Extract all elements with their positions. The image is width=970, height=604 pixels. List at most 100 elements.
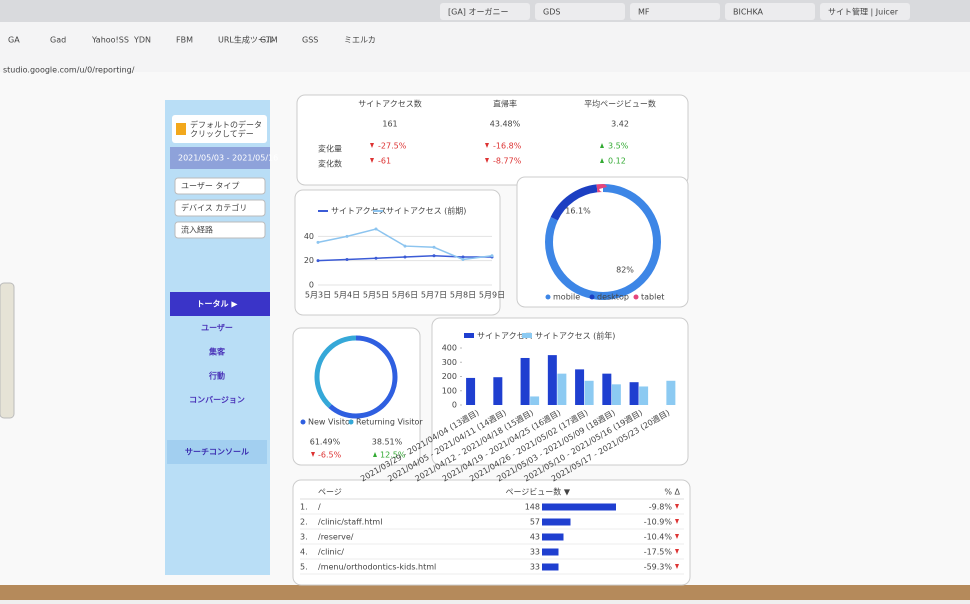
y-tick-label: 20 — [304, 256, 314, 265]
y-tick-label: 400 — [442, 344, 457, 353]
change: -10.9% — [644, 518, 673, 527]
nav-item[interactable]: ユーザー — [201, 324, 233, 333]
donut-segment — [545, 184, 661, 300]
data-source-icon — [176, 123, 186, 135]
legend-dot — [348, 419, 354, 425]
bar — [611, 384, 621, 405]
tab[interactable] — [440, 3, 530, 20]
filter-dropdown[interactable] — [174, 199, 266, 217]
tab[interactable] — [535, 3, 625, 20]
nav-active — [170, 292, 270, 316]
change: -9.8% — [649, 503, 673, 512]
point — [461, 255, 465, 259]
filter-dropdown[interactable] — [174, 177, 266, 195]
bookmark[interactable]: Yahoo!SS — [91, 36, 129, 45]
bar — [520, 357, 530, 405]
y-tick-label: 0 — [309, 281, 314, 290]
bar — [557, 373, 567, 405]
legend-swatch — [464, 333, 474, 338]
point — [461, 257, 465, 261]
change-arrow — [600, 158, 604, 163]
legend-dot — [300, 419, 306, 425]
score-value: 161 — [382, 120, 397, 129]
score-delta: -8.77% — [493, 157, 522, 166]
bar — [493, 377, 503, 405]
visitor-card — [292, 327, 421, 466]
pageview-bar — [542, 503, 616, 511]
nav-item[interactable]: 集客 — [208, 347, 226, 357]
legend-label: サイトアクセス (前年) — [535, 331, 615, 341]
legend-label: New Visitor — [308, 418, 354, 427]
device-card — [516, 176, 689, 308]
pageview-bar — [542, 563, 559, 571]
point — [490, 254, 494, 258]
pie-label: 16.1% — [565, 207, 591, 216]
score-value: 43.48% — [490, 120, 521, 129]
point — [403, 255, 407, 259]
filter-label[interactable]: ユーザー タイプ — [181, 182, 239, 191]
line-card — [294, 189, 501, 316]
tab[interactable] — [630, 3, 720, 20]
y-tick-label: 0 — [452, 401, 457, 410]
change-arrow — [373, 452, 377, 457]
row-index: 5. — [300, 563, 308, 572]
filter-label[interactable]: 流入経路 — [181, 225, 213, 235]
score-change: -16.8% — [493, 142, 522, 151]
tab-title[interactable]: MF — [638, 8, 650, 17]
filter-label[interactable]: デバイス カテゴリ — [181, 203, 247, 213]
page-path: /reserve/ — [318, 533, 354, 542]
bookmark[interactable]: GA — [8, 36, 20, 45]
legend-label: サイトアクセス (前期) — [386, 206, 466, 216]
visitor-value: 61.49% — [310, 438, 341, 447]
tab-title[interactable]: [GA] オーガニー — [448, 7, 508, 17]
tab[interactable] — [820, 3, 910, 20]
bar — [575, 369, 585, 405]
point — [316, 259, 320, 263]
nav-item[interactable]: コンバージョン — [189, 396, 245, 405]
visitor-change: 12.5% — [380, 451, 406, 460]
tab-title[interactable]: サイト管理 | Juicer — [828, 7, 899, 17]
data-source-line: クリックしてデー — [190, 129, 254, 139]
x-tick-label: 5月9日 — [479, 291, 505, 300]
tab[interactable] — [725, 3, 815, 20]
bookmark[interactable]: GTM — [260, 36, 278, 45]
legend-label: tablet — [641, 293, 664, 302]
pageview-bar — [542, 518, 571, 526]
bookmark[interactable]: YDN — [133, 36, 151, 45]
change-arrow — [370, 143, 374, 148]
bookmark[interactable]: Gad — [50, 36, 66, 45]
change-arrow — [485, 158, 489, 163]
point — [374, 256, 378, 260]
legend-dot — [633, 294, 639, 300]
nav-item[interactable]: トータル ▶ — [197, 299, 239, 309]
page-path: /clinic/staff.html — [318, 518, 382, 527]
point — [374, 227, 378, 231]
bar — [584, 380, 594, 405]
row-index: 1. — [300, 503, 308, 512]
bookmark[interactable]: URL生成ツール — [218, 35, 274, 45]
filter-dropdown[interactable] — [174, 221, 266, 239]
date-range-bar[interactable] — [170, 147, 270, 169]
score-value: 3.42 — [611, 120, 629, 129]
bookmark[interactable]: FBM — [176, 36, 193, 45]
table-header[interactable]: ページビュー数 ▼ — [505, 487, 570, 497]
tab-title[interactable]: GDS — [543, 8, 560, 17]
tab-title[interactable]: BICHKA — [733, 8, 764, 17]
nav-item[interactable]: 行動 — [208, 371, 225, 381]
x-tick-label: 5月7日 — [421, 291, 447, 300]
pageview-bar — [542, 548, 559, 556]
row-index: 3. — [300, 533, 308, 542]
x-tick-label: 5月6日 — [392, 291, 418, 300]
x-tick-label: 5月3日 — [305, 291, 331, 300]
x-tick-label: 5月4日 — [334, 291, 360, 300]
bookmark[interactable]: ミエルカ — [344, 36, 376, 45]
bookmark[interactable]: GSS — [302, 36, 318, 45]
change: -17.5% — [644, 548, 673, 557]
score-label: サイトアクセス数 — [358, 99, 422, 109]
y-tick-label: 200 — [442, 372, 457, 381]
data-source-box[interactable] — [172, 115, 267, 143]
search-console[interactable]: サーチコンソール — [185, 448, 249, 457]
date-range: 2021/05/03 - 2021/05/16 — [178, 154, 278, 163]
table-header[interactable]: % Δ — [664, 488, 680, 497]
